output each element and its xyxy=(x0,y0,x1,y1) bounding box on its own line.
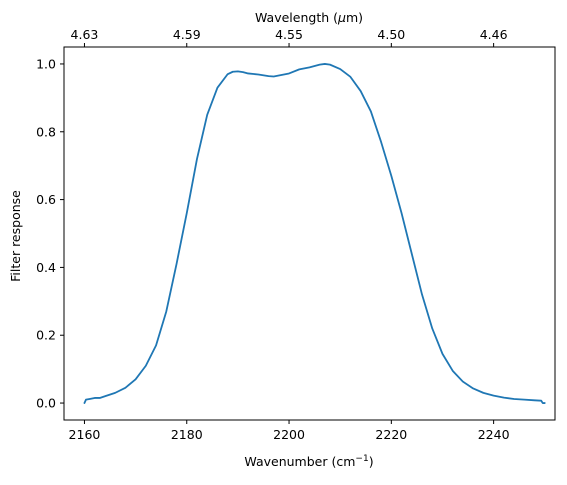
x-tick-label: 2220 xyxy=(375,427,407,442)
x-tick-label: 2200 xyxy=(273,427,305,442)
top-tick-label: 4.50 xyxy=(377,27,405,42)
y-tick-label: 0.6 xyxy=(36,192,56,207)
label-layer: Wavenumber (cm−1) Filter response Wavele… xyxy=(8,10,374,469)
top-axis-label: Wavelength (μm) xyxy=(255,10,363,25)
series-line-0 xyxy=(83,63,546,404)
top-tick-label: 4.46 xyxy=(480,27,508,42)
x-tick-label: 2240 xyxy=(478,427,510,442)
top-tick-label: 4.55 xyxy=(275,27,303,42)
y-tick-label: 1.0 xyxy=(36,56,56,71)
y-tick-label: 0.0 xyxy=(36,396,56,411)
y-axis-label: Filter response xyxy=(8,190,23,282)
tick-layer: 2160 2180 2200 2220 2240 0.0 0.2 0.4 0.6 0.8 1.0 4.… xyxy=(36,27,509,442)
plot-frame xyxy=(63,46,556,421)
x-axis-label: Wavenumber (cm−1) xyxy=(244,454,373,469)
top-tick-label: 4.59 xyxy=(173,27,201,42)
x-tick-label: 2160 xyxy=(69,427,101,442)
y-tick-label: 0.4 xyxy=(36,260,56,275)
axes-layer xyxy=(63,46,556,421)
top-tick-label: 4.63 xyxy=(71,27,99,42)
y-tick-label: 0.8 xyxy=(36,124,56,139)
x-tick-label: 2180 xyxy=(171,427,203,442)
y-tick-label: 0.2 xyxy=(36,328,56,343)
plot-layer xyxy=(83,63,546,404)
